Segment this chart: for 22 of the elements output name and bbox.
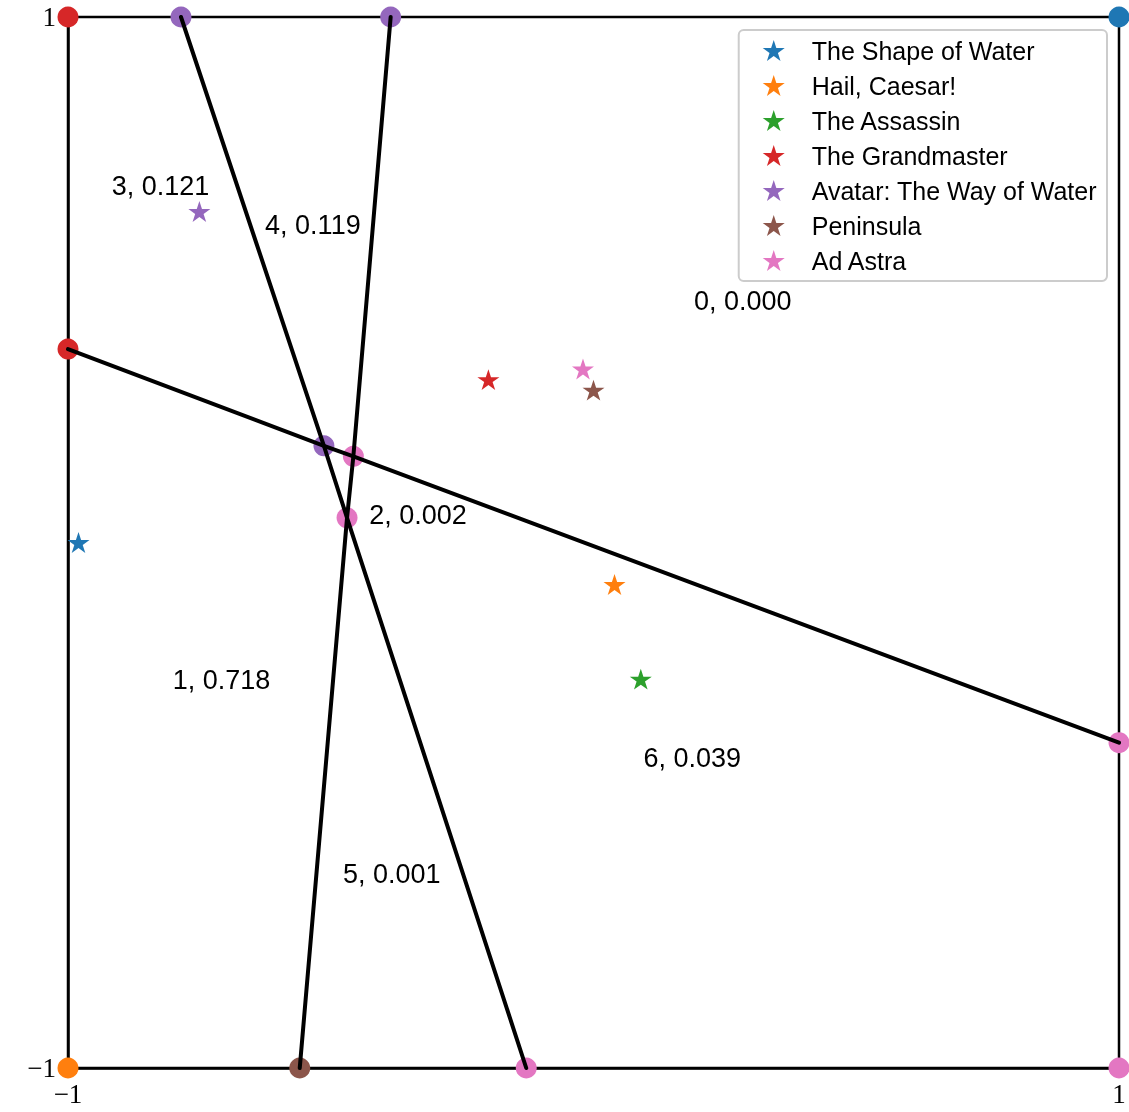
point bbox=[603, 574, 626, 595]
annotation: 4, 0.119 bbox=[265, 210, 361, 241]
point bbox=[188, 200, 211, 222]
legend-label: The Grandmaster bbox=[811, 141, 1008, 170]
point bbox=[629, 668, 652, 690]
annotation: 0, 0.000 bbox=[693, 285, 792, 316]
annotation: 3, 0.121 bbox=[111, 171, 210, 202]
point bbox=[582, 379, 605, 401]
legend-label: The Shape of Water bbox=[811, 36, 1035, 65]
legend-label: Peninsula bbox=[811, 211, 922, 240]
annotation: 2, 0.002 bbox=[369, 500, 467, 531]
annotation: 5, 0.001 bbox=[342, 858, 441, 889]
point bbox=[571, 358, 594, 380]
point bbox=[1108, 1057, 1129, 1079]
legend-label: Hail, Caesar! bbox=[811, 71, 957, 100]
annotation: 6, 0.039 bbox=[643, 742, 742, 773]
point bbox=[477, 369, 500, 391]
legend-label: Ad Astra bbox=[811, 246, 907, 275]
annotation: 1, 0.718 bbox=[172, 665, 271, 696]
point bbox=[67, 532, 90, 553]
legend-label: Avatar: The Way of Water bbox=[811, 176, 1097, 205]
legend-label: The Assassin bbox=[811, 106, 961, 135]
